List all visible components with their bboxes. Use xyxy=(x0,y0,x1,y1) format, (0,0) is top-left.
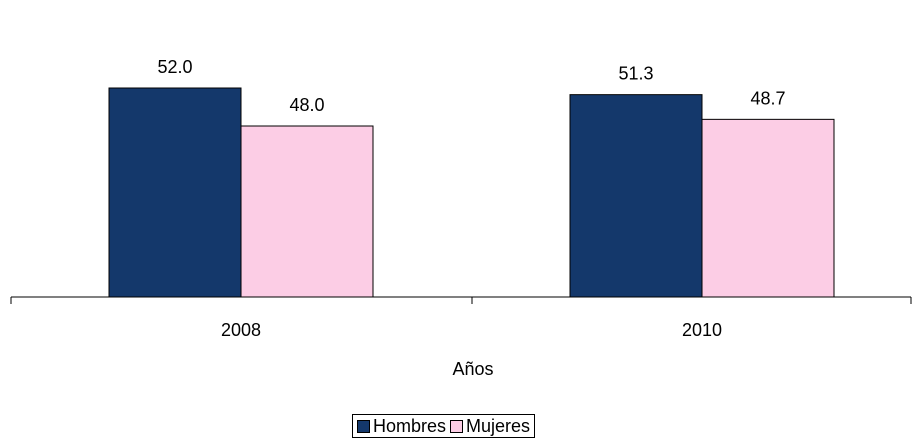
data-label-hombres-2010: 51.3 xyxy=(618,64,653,84)
legend-swatch-hombres xyxy=(357,419,370,433)
legend: Hombres Mujeres xyxy=(352,414,536,438)
data-labels-layer: 52.0 48.0 51.3 48.7 xyxy=(157,57,785,115)
x-tick-labels: 2008 2010 xyxy=(221,320,722,340)
bar-hombres-2008 xyxy=(108,87,242,298)
bars-layer xyxy=(108,87,835,298)
legend-label-hombres: Hombres xyxy=(373,415,447,436)
data-label-mujeres-2010: 48.7 xyxy=(750,88,785,108)
data-label-mujeres-2008: 48.0 xyxy=(289,95,324,115)
data-label-hombres-2008: 52.0 xyxy=(157,57,192,77)
legend-item-mujeres: Mujeres xyxy=(450,416,530,437)
bar-mujeres-2010 xyxy=(701,118,835,298)
x-tick-label-2010: 2010 xyxy=(682,320,722,340)
x-tick-label-2008: 2008 xyxy=(221,320,261,340)
legend-label-mujeres: Mujeres xyxy=(466,415,531,436)
x-axis xyxy=(10,296,912,304)
x-axis-title: Años xyxy=(452,359,493,379)
bar-mujeres-2008 xyxy=(240,125,374,298)
legend-item-hombres: Hombres xyxy=(357,416,446,437)
bar-hombres-2010 xyxy=(569,94,703,298)
legend-swatch-mujeres xyxy=(450,419,464,433)
